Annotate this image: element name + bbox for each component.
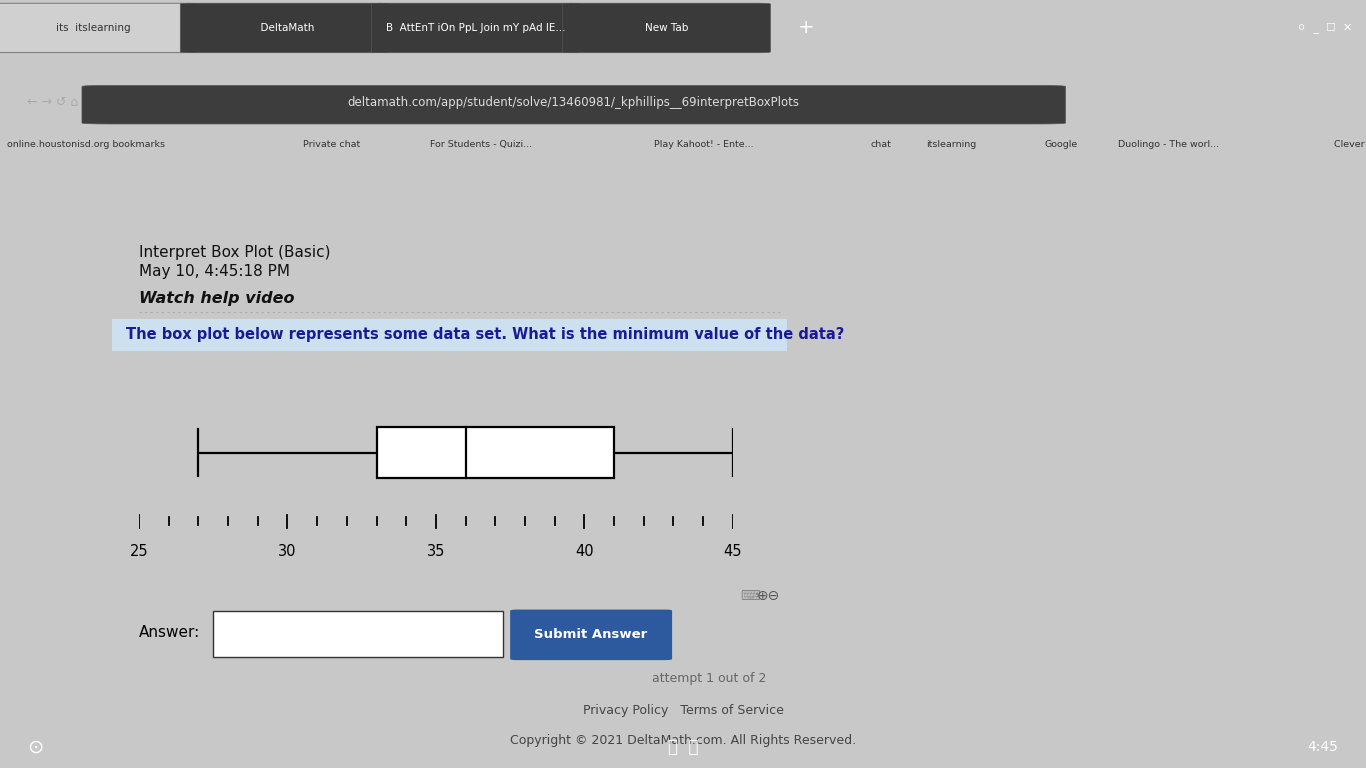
Text: For Students - Quizi...: For Students - Quizi... — [429, 141, 531, 149]
FancyBboxPatch shape — [180, 3, 388, 53]
Text: 🔵  📷: 🔵 📷 — [668, 738, 698, 756]
Text: Interpret Box Plot (Basic): Interpret Box Plot (Basic) — [139, 245, 331, 260]
Text: 45: 45 — [724, 545, 742, 559]
FancyBboxPatch shape — [372, 3, 579, 53]
Text: Watch help video: Watch help video — [139, 290, 295, 306]
Text: itslearning: itslearning — [926, 141, 977, 149]
Text: ← → ↺ ⌂: ← → ↺ ⌂ — [27, 96, 79, 109]
Bar — [112, 319, 787, 351]
FancyBboxPatch shape — [510, 610, 672, 660]
FancyBboxPatch shape — [82, 85, 1065, 124]
Text: New Tab: New Tab — [645, 23, 688, 33]
Text: deltamath.com/app/student/solve/13460981/_kphillips__69interpretBoxPlots: deltamath.com/app/student/solve/13460981… — [348, 96, 799, 109]
Text: B  AttEnT iOn PpL Join mY pAd IE...: B AttEnT iOn PpL Join mY pAd IE... — [385, 23, 566, 33]
Text: chat: chat — [870, 141, 891, 149]
Text: Duolingo - The worl...: Duolingo - The worl... — [1119, 141, 1220, 149]
Text: Submit Answer: Submit Answer — [534, 628, 647, 641]
Text: DeltaMath: DeltaMath — [254, 23, 314, 33]
Text: attempt 1 out of 2: attempt 1 out of 2 — [652, 673, 766, 685]
Text: 35: 35 — [426, 545, 445, 559]
Text: Privacy Policy   Terms of Service: Privacy Policy Terms of Service — [582, 704, 784, 717]
Bar — [377, 427, 615, 478]
Text: Google: Google — [1045, 141, 1078, 149]
Text: Answer:: Answer: — [139, 625, 201, 640]
Text: online.houstonisd.org bookmarks: online.houstonisd.org bookmarks — [7, 141, 165, 149]
Text: Clever | Log in: Clever | Log in — [1335, 141, 1366, 149]
Text: +: + — [798, 18, 814, 38]
Text: ⚪  _  ☐  ✕: ⚪ _ ☐ ✕ — [1298, 22, 1352, 34]
Text: 25: 25 — [130, 545, 149, 559]
Text: 40: 40 — [575, 545, 594, 559]
Text: ⊕⊖: ⊕⊖ — [757, 589, 780, 603]
Text: 30: 30 — [279, 545, 296, 559]
Bar — [213, 611, 504, 657]
Text: Copyright © 2021 DeltaMath.com. All Rights Reserved.: Copyright © 2021 DeltaMath.com. All Righ… — [510, 734, 856, 747]
Text: Private chat: Private chat — [302, 141, 359, 149]
Text: Play Kahoot! - Ente...: Play Kahoot! - Ente... — [654, 141, 754, 149]
FancyBboxPatch shape — [0, 3, 197, 53]
Text: May 10, 4:45:18 PM: May 10, 4:45:18 PM — [139, 264, 290, 279]
Text: ⊙: ⊙ — [27, 737, 44, 756]
Text: ⌨: ⌨ — [740, 589, 759, 603]
Text: its  itslearning: its itslearning — [56, 23, 130, 33]
Text: 4:45: 4:45 — [1307, 740, 1339, 754]
Text: The box plot below represents some data set. What is the minimum value of the da: The box plot below represents some data … — [126, 327, 844, 343]
FancyBboxPatch shape — [563, 3, 770, 53]
